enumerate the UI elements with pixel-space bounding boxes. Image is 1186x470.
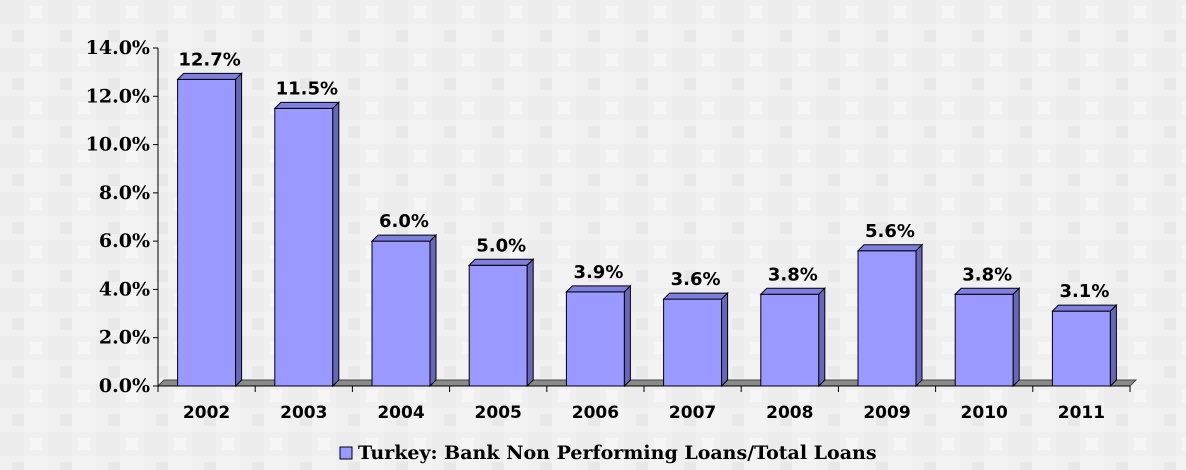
x-tick-label: 2011 [1058,403,1105,423]
data-label: 5.6% [865,221,915,242]
bar-side [1109,303,1117,388]
bar-front [177,78,237,387]
bar-side [623,284,631,388]
legend-swatch [339,446,353,460]
x-tick-label: 2009 [863,403,910,423]
bar [662,291,729,388]
bar [953,287,1021,388]
bar-top [467,258,535,266]
data-label: 3.8% [768,264,818,285]
data-label: 11.5% [276,78,338,99]
data-label: 3.1% [1059,281,1109,302]
bar [176,72,243,388]
legend-label: Turkey: Bank Non Performing Loans/Total … [358,442,877,464]
bar-front [468,264,528,387]
bar-side [915,243,923,388]
bar-side [721,291,729,388]
x-tick-label: 2005 [475,403,522,423]
bar-top [565,285,632,293]
bar-top [759,287,827,295]
bar-side [235,72,243,388]
bar-top [856,244,924,252]
bar-front [371,240,431,387]
bar-side [818,287,826,388]
bar-top [1051,304,1118,312]
y-tick-label: 2.0% [99,327,150,349]
bar [273,101,341,388]
bar-front [565,291,625,387]
bar-front [954,293,1014,387]
data-label: 12.7% [178,49,240,70]
bar [467,258,535,388]
data-label: 6.0% [379,211,429,232]
bar [856,243,924,388]
y-tick-label: 0.0% [99,375,150,397]
y-tick-label: 8.0% [99,182,150,204]
y-tick-label: 6.0% [99,230,150,252]
bar [1051,303,1118,388]
y-tick-label: 4.0% [99,278,150,300]
x-tick-label: 2004 [377,403,424,423]
data-label: 3.8% [962,264,1012,285]
bar-side [1012,287,1020,388]
bar-top [953,287,1021,295]
bar-front [663,298,723,387]
y-tick-label: 10.0% [86,134,150,156]
bar-side [332,101,340,388]
x-tick-label: 2008 [766,403,813,423]
data-label: 3.9% [573,262,623,283]
bar [759,287,827,388]
bar-top [273,101,341,109]
bar-top [370,234,438,242]
x-tick-label: 2002 [183,403,230,423]
data-label: 3.6% [671,269,721,290]
x-tick-label: 2007 [669,403,716,423]
y-tick-label: 14.0% [86,37,150,59]
bar-top [176,72,243,80]
bar-front [274,107,334,387]
bar-front [857,250,917,387]
x-tick-label: 2006 [572,403,619,423]
bar-front [1051,310,1111,387]
bar [370,233,438,388]
bar-side [429,233,437,388]
bar-top [662,292,729,300]
x-tick-label: 2010 [961,403,1008,423]
x-tick-label: 2003 [280,403,327,423]
bar-front [760,293,820,387]
data-label: 5.0% [476,235,526,256]
bar-side [526,258,534,388]
bar [565,284,632,388]
y-tick-label: 12.0% [86,85,150,107]
